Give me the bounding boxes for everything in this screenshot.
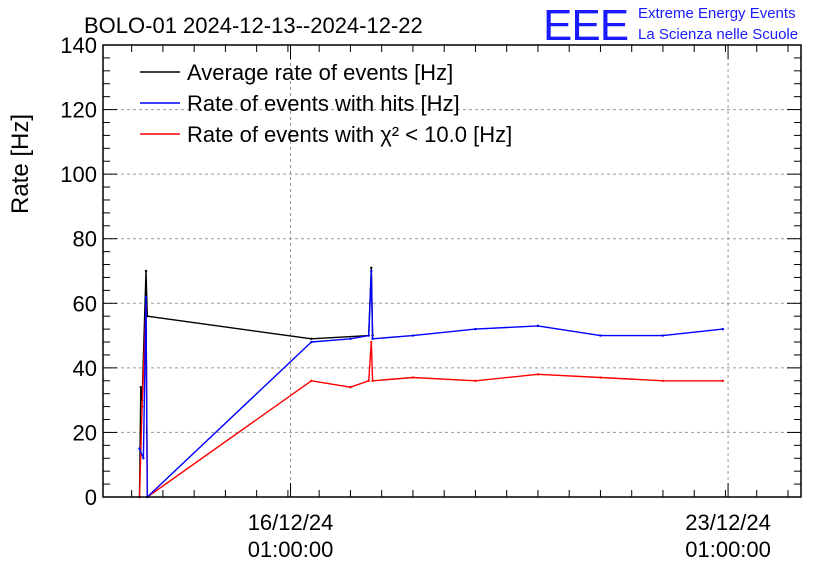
y-tick-label: 80: [73, 227, 97, 252]
series-point-2: [367, 379, 370, 382]
series-point-1: [721, 327, 725, 331]
series-point-2: [371, 379, 374, 382]
series-point-0: [310, 337, 313, 340]
y-tick-label: 140: [60, 33, 97, 58]
series-point-2: [370, 340, 373, 344]
series-point-1: [371, 337, 374, 340]
series-point-2: [599, 376, 602, 379]
series-line-0: [138, 267, 374, 498]
eee-logo-mark: EEE: [543, 1, 628, 50]
series-point-2: [140, 405, 144, 408]
series-point-1: [661, 334, 665, 337]
y-tick-label: 40: [73, 356, 97, 381]
series-point-1: [367, 334, 370, 337]
series-point-2: [661, 379, 665, 382]
series-point-1: [599, 334, 602, 337]
x-tick-label-time: 01:00:00: [685, 537, 771, 562]
series-point-1: [138, 447, 141, 450]
legend-label-0: Average rate of events [Hz]: [187, 60, 453, 85]
y-tick-label: 20: [73, 420, 97, 445]
plot-frame: [102, 44, 802, 498]
series-line-1: [138, 270, 723, 498]
series-point-1: [411, 334, 415, 337]
series-point-0: [370, 266, 373, 269]
series-point-2: [349, 386, 352, 389]
series-point-2: [310, 379, 313, 382]
y-axis-label: Rate [Hz]: [7, 114, 34, 214]
grid-lines: [103, 45, 801, 497]
series-layer: [138, 266, 725, 499]
x-tick-label-time: 01:00:00: [248, 537, 334, 562]
series-point-1: [474, 327, 477, 331]
series-point-1: [370, 269, 373, 273]
series-point-0: [144, 269, 148, 273]
series-point-2: [536, 373, 540, 376]
y-tick-label: 60: [73, 291, 97, 316]
eee-logo-line2: La Scienza nelle Scuole: [638, 26, 798, 43]
eee-logo-line1: Extreme Energy Events: [638, 5, 796, 22]
legend-label-1: Rate of events with hits [Hz]: [187, 91, 460, 116]
y-tick-label: 100: [60, 162, 97, 187]
x-tick-label-date: 23/12/24: [685, 510, 771, 535]
series-point-2: [474, 379, 477, 382]
y-tick-label: 120: [60, 98, 97, 123]
series-point-1: [144, 295, 148, 299]
legend: Average rate of events [Hz] Rate of event…: [140, 60, 512, 147]
y-axis: 0 20 40 60 80 100 120 140: [60, 33, 801, 510]
chart-title: BOLO-01 2024-12-13--2024-12-22: [84, 13, 423, 38]
series-point-0: [139, 386, 142, 389]
plot-border: [102, 44, 802, 498]
series-point-2: [721, 379, 725, 382]
x-tick-label-date: 16/12/24: [248, 510, 334, 535]
series-point-1: [349, 337, 352, 340]
series-point-2: [411, 376, 415, 379]
series-point-1: [310, 340, 313, 344]
legend-label-2: Rate of events with χ² < 10.0 [Hz]: [187, 122, 512, 147]
series-point-1: [142, 457, 145, 460]
eee-logo: EEE Extreme Energy Events La Scienza nel…: [543, 1, 798, 50]
y-tick-label: 0: [85, 485, 97, 510]
series-point-1: [536, 324, 540, 328]
